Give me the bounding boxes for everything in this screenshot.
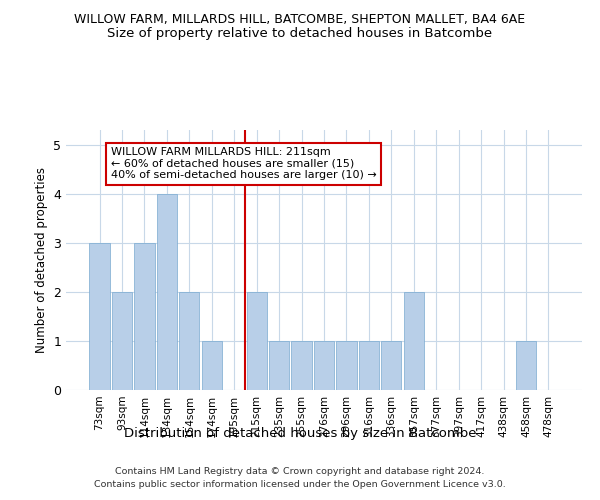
Text: Contains HM Land Registry data © Crown copyright and database right 2024.: Contains HM Land Registry data © Crown c… <box>115 468 485 476</box>
Bar <box>179 292 199 390</box>
Bar <box>404 292 424 390</box>
Bar <box>157 194 177 390</box>
Text: WILLOW FARM, MILLARDS HILL, BATCOMBE, SHEPTON MALLET, BA4 6AE: WILLOW FARM, MILLARDS HILL, BATCOMBE, SH… <box>74 12 526 26</box>
Bar <box>314 341 334 390</box>
Bar <box>112 292 132 390</box>
Text: WILLOW FARM MILLARDS HILL: 211sqm
← 60% of detached houses are smaller (15)
40% : WILLOW FARM MILLARDS HILL: 211sqm ← 60% … <box>111 147 377 180</box>
Bar <box>381 341 401 390</box>
Bar <box>292 341 311 390</box>
Bar <box>359 341 379 390</box>
Text: Contains public sector information licensed under the Open Government Licence v3: Contains public sector information licen… <box>94 480 506 489</box>
Bar <box>89 243 110 390</box>
Bar <box>269 341 289 390</box>
Bar <box>202 341 222 390</box>
Bar <box>516 341 536 390</box>
Bar <box>247 292 267 390</box>
Text: Size of property relative to detached houses in Batcombe: Size of property relative to detached ho… <box>107 28 493 40</box>
Y-axis label: Number of detached properties: Number of detached properties <box>35 167 47 353</box>
Bar <box>134 243 155 390</box>
Bar <box>337 341 356 390</box>
Text: Distribution of detached houses by size in Batcombe: Distribution of detached houses by size … <box>124 428 476 440</box>
